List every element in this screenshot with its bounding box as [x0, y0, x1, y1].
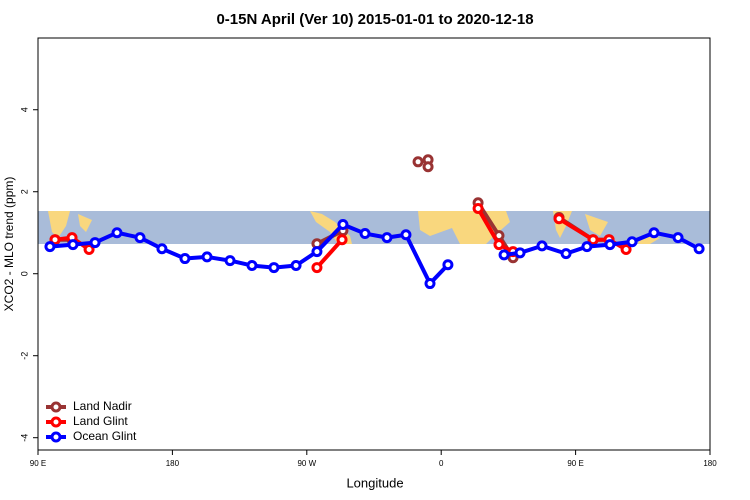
data-point — [134, 232, 146, 244]
y-tick-label: 0 — [19, 271, 29, 276]
x-tick-label: 90 W — [297, 459, 316, 468]
data-point — [412, 156, 424, 168]
data-point — [49, 234, 61, 246]
legend-marker — [50, 401, 62, 413]
x-tick-label: 180 — [166, 459, 180, 468]
x-axis-label: Longitude — [346, 475, 403, 490]
legend-label: Ocean Glint — [73, 429, 137, 443]
data-point — [422, 161, 434, 173]
plot-frame — [37, 37, 711, 451]
data-point — [553, 213, 565, 225]
data-point — [672, 232, 684, 244]
y-tick-label: 2 — [19, 189, 29, 194]
data-point — [424, 278, 436, 290]
legend-label: Land Nadir — [73, 399, 132, 413]
data-point — [381, 232, 393, 244]
data-point — [83, 244, 95, 256]
legend-label: Land Glint — [73, 414, 128, 428]
data-point — [472, 203, 484, 215]
data-point — [268, 262, 280, 274]
data-point — [201, 251, 213, 263]
data-point — [224, 255, 236, 267]
data-point — [536, 240, 548, 252]
data-point — [604, 239, 616, 251]
data-point — [179, 253, 191, 265]
data-point — [581, 241, 593, 253]
x-tick-label: 180 — [703, 459, 717, 468]
data-point — [498, 249, 510, 261]
data-point — [337, 219, 349, 231]
x-tick-label: 90 E — [567, 459, 583, 468]
data-point — [560, 248, 572, 260]
y-tick-label: -2 — [19, 352, 29, 360]
data-point — [311, 262, 323, 274]
legend-marker — [50, 416, 62, 428]
data-point — [89, 237, 101, 249]
data-point — [359, 228, 371, 240]
data-point — [311, 246, 323, 258]
data-point — [693, 243, 705, 255]
data-point — [442, 259, 454, 271]
data-point — [246, 260, 258, 272]
data-point — [336, 234, 348, 246]
data-point — [111, 227, 123, 239]
data-point — [156, 243, 168, 255]
data-point — [648, 227, 660, 239]
data-point — [493, 239, 505, 251]
y-tick-label: 4 — [19, 107, 29, 112]
chart-title: 0-15N April (Ver 10) 2015-01-01 to 2020-… — [216, 11, 533, 28]
legend-marker — [50, 431, 62, 443]
data-point — [67, 239, 79, 251]
data-point — [290, 260, 302, 272]
y-axis-label: XCO2 - MLO trend (ppm) — [2, 177, 16, 312]
data-point — [400, 229, 412, 241]
y-tick-label: -4 — [19, 434, 29, 442]
data-point — [514, 247, 526, 259]
data-point — [620, 244, 632, 256]
x-tick-label: 0 — [439, 459, 444, 468]
data-point — [626, 236, 638, 248]
data-point — [44, 241, 56, 253]
data-point — [587, 234, 599, 246]
x-tick-label: 90 E — [30, 459, 46, 468]
